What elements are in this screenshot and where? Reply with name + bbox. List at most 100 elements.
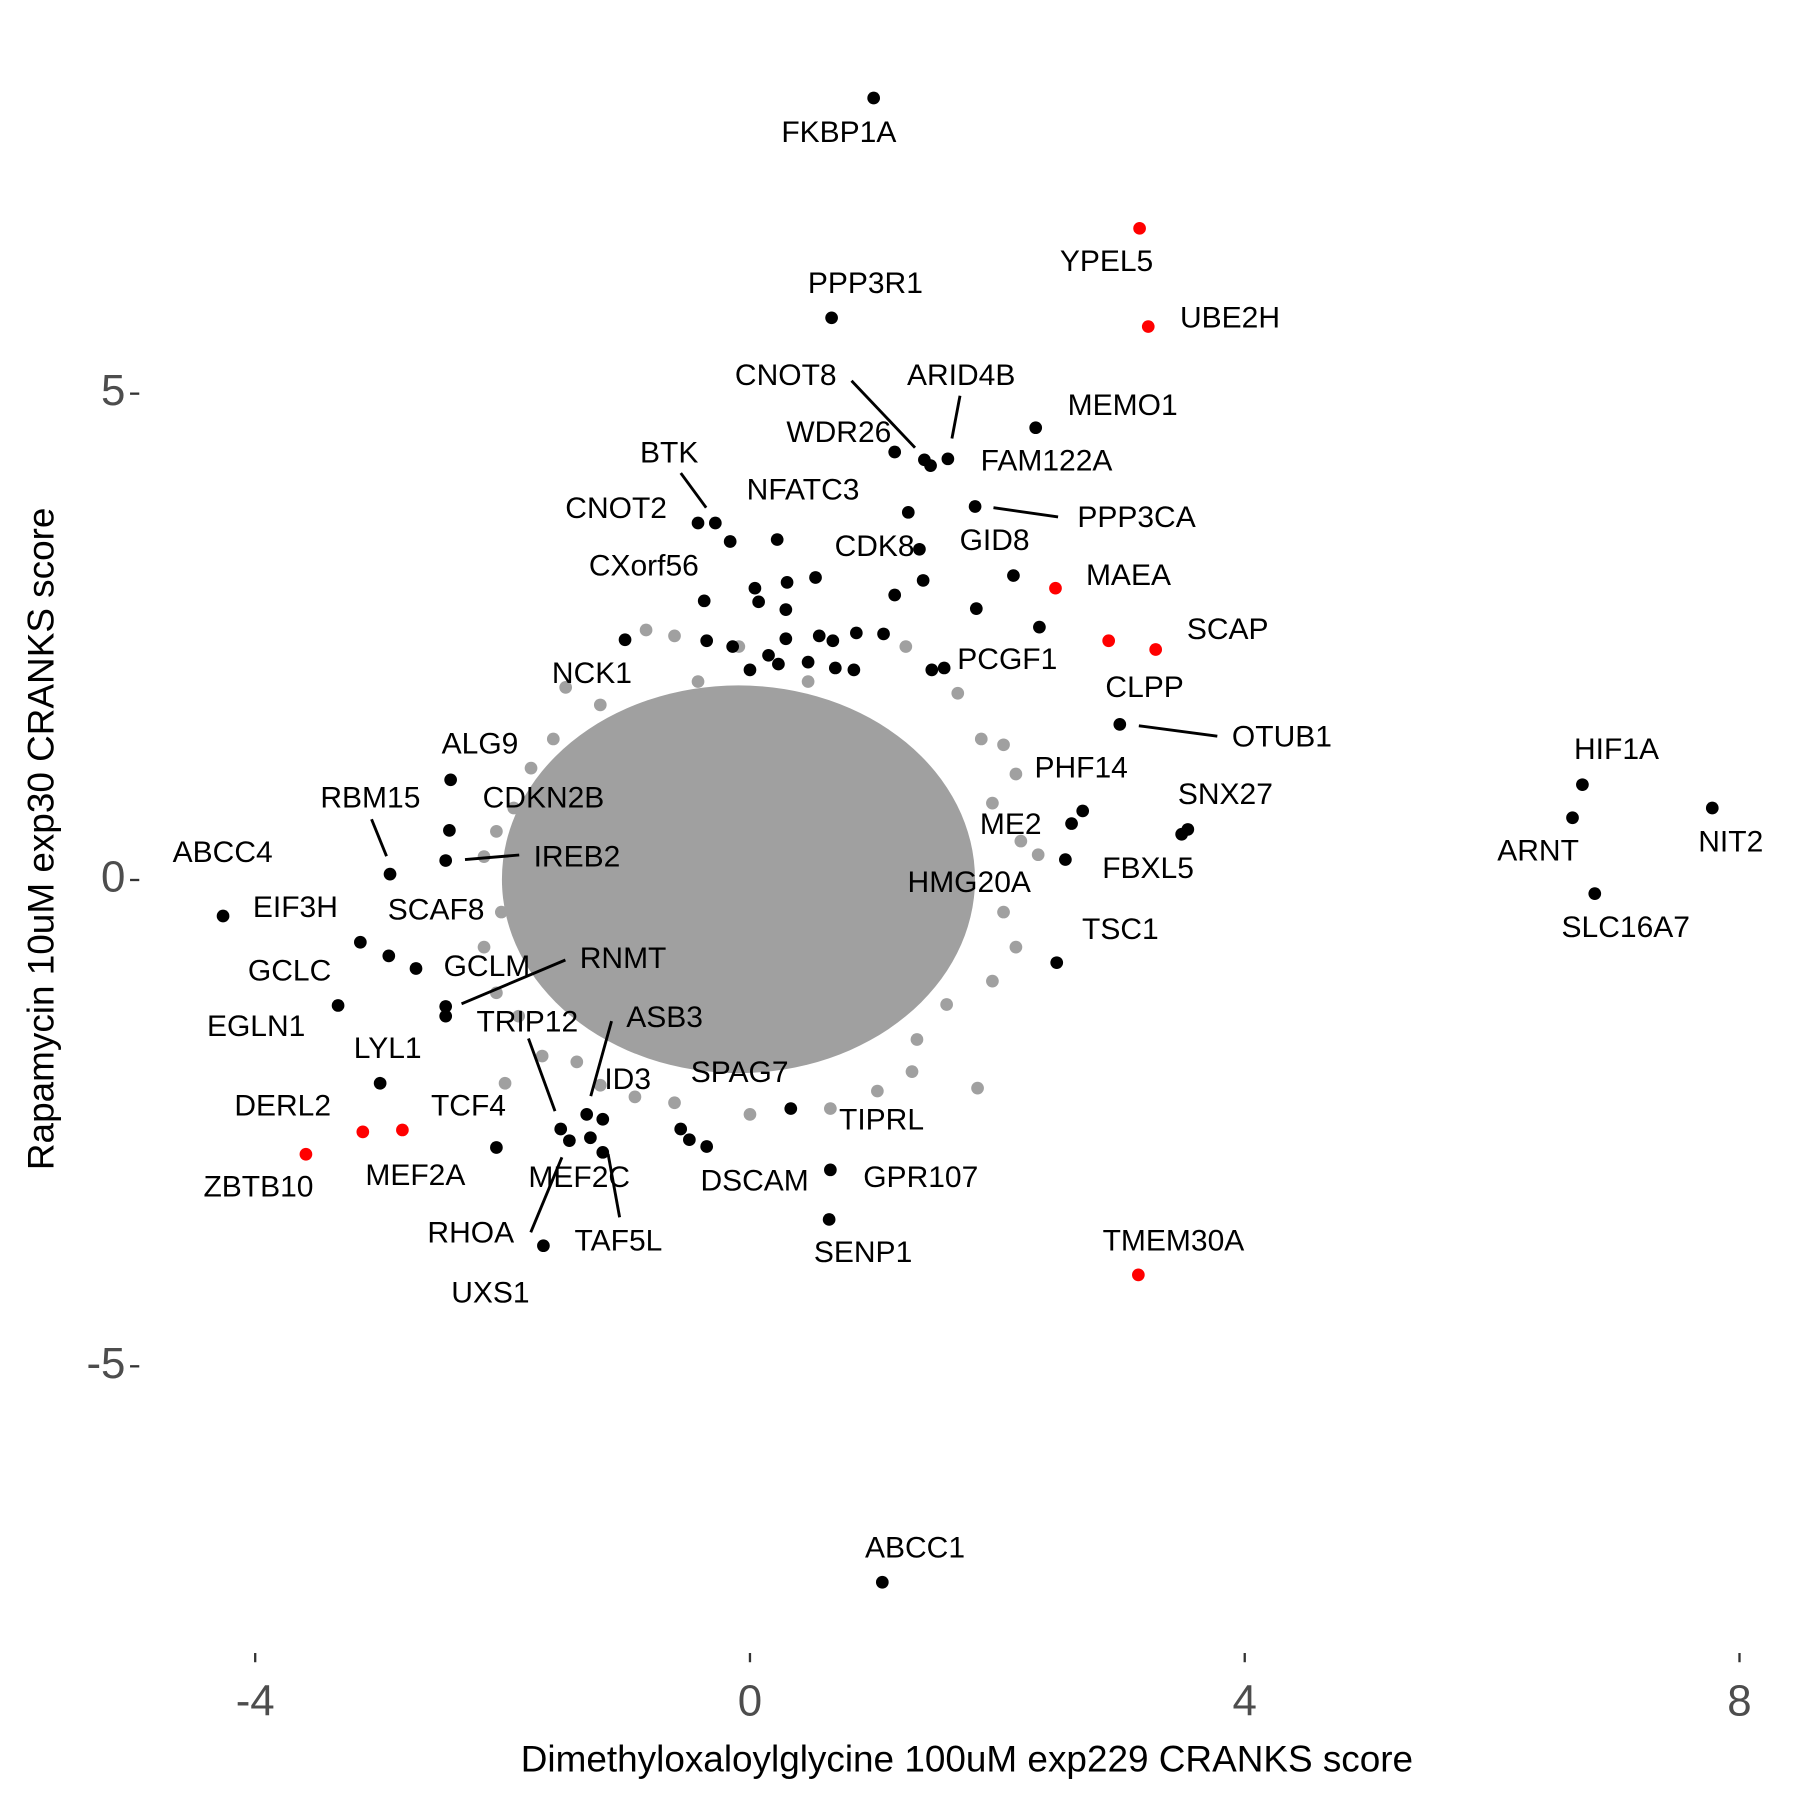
point-label: HMG20A [908,866,1031,899]
y-tick-label: -5 [86,1339,125,1388]
y-tick-label: 0 [101,853,125,902]
point [924,459,937,472]
point-label: GCLC [248,955,331,988]
leader-line [606,1153,622,1218]
point [477,940,491,954]
point [596,1112,610,1126]
point-label: YPEL5 [1060,245,1153,278]
point-label: ABCC4 [173,836,273,869]
point [563,1134,576,1148]
point-label: IREB2 [534,840,621,873]
point [743,1108,757,1121]
point [535,1049,549,1063]
point [554,1122,568,1136]
point [849,626,863,640]
point-label: ALG9 [442,727,519,760]
point [871,1084,884,1098]
point-label: RBM15 [320,782,420,815]
leader-line [370,818,388,857]
point-label: ASB3 [626,1001,703,1034]
point [877,627,890,641]
point [691,675,705,688]
point [772,657,785,671]
point [512,1009,526,1023]
point [331,999,345,1012]
point-label: GCLM [444,950,531,983]
point [700,634,714,648]
point [986,796,999,810]
point-label: ME2 [980,808,1042,841]
point [495,905,508,919]
point [1588,887,1602,900]
point-label: MEMO1 [1068,389,1178,422]
point-label: EGLN1 [207,1010,305,1043]
point [439,854,453,867]
point-label: LYL1 [354,1032,422,1065]
point-label: NIT2 [1698,825,1763,858]
point [216,909,230,923]
point [809,571,822,584]
leader-line [464,853,520,862]
point [299,1147,313,1161]
point [847,663,861,677]
leader-line [1138,724,1218,738]
point [723,535,737,548]
leader-line [529,1156,564,1233]
point-label: SCAF8 [388,893,485,926]
point-label: CXorf56 [589,550,699,583]
point [559,681,573,694]
y-tick-label: 5 [101,366,125,415]
point-label: HIF1A [1574,733,1659,766]
point [691,516,705,530]
point [1102,634,1116,648]
point [997,905,1010,919]
point [867,91,881,105]
point [546,732,560,746]
point-label: TAF5L [575,1225,663,1258]
point [439,1000,453,1013]
point [888,588,902,602]
point [937,661,951,675]
point [916,574,930,587]
point-label: SLC16A7 [1562,911,1690,944]
point [905,1065,919,1078]
point [1014,834,1028,848]
leader-line [679,472,708,509]
point [828,661,842,675]
point-label: FBXL5 [1102,852,1194,885]
leader-line [460,958,566,1006]
point [443,824,456,837]
point [639,623,653,637]
x-axis-title: Dimethyloxaloylglycine 100uM exp229 CRAN… [521,1739,1413,1780]
point [941,452,955,466]
point [801,675,815,688]
point [997,738,1010,752]
point [899,640,913,653]
point [726,640,739,653]
point [825,311,838,325]
leader-line [850,379,917,449]
point [1059,853,1072,866]
point [1065,817,1078,830]
point [1033,620,1046,634]
point [762,648,775,662]
point [593,698,607,712]
point [373,1076,387,1090]
point-label: CLPP [1105,671,1183,704]
point [974,732,988,746]
point [524,761,538,775]
point [1133,221,1146,235]
point [383,867,397,881]
point [382,949,396,963]
point-label: BTK [640,437,698,470]
point-label: MEF2A [365,1159,465,1192]
point-label: ARID4B [907,359,1015,392]
point [356,1125,370,1139]
point-label: RNMT [580,942,667,975]
point-label: OTUB1 [1232,720,1332,753]
point [1149,643,1163,656]
point [780,576,794,589]
point-label: TSC1 [1082,913,1159,946]
